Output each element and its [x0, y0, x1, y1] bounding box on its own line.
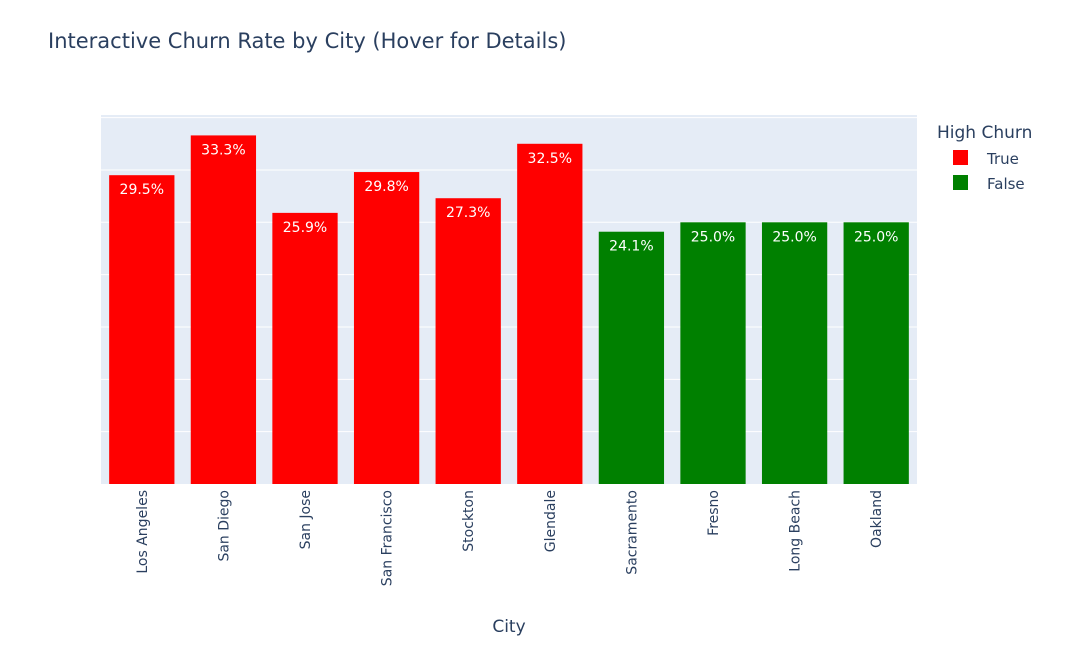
bar-value-label: 29.8% — [364, 179, 408, 195]
legend-item-true[interactable]: True — [953, 150, 1019, 168]
legend: High Churn True False — [937, 123, 1032, 193]
x-tick-label: Stockton — [461, 490, 477, 552]
bar-value-label: 25.0% — [691, 229, 735, 245]
x-tick-label: Los Angeles — [135, 490, 151, 574]
bar-san-francisco[interactable] — [353, 172, 420, 484]
bar-value-label: 27.3% — [446, 205, 490, 221]
bar-oakland[interactable] — [843, 222, 909, 485]
chart-title: Interactive Churn Rate by City (Hover fo… — [48, 29, 566, 53]
x-tick-label: Oakland — [869, 490, 885, 548]
bars-group: 29.5% 33.3% 25.9% 29.8% 27.3% 32.5% 24.1% 25.0%… — [109, 135, 909, 485]
bar-sacramento[interactable] — [598, 231, 665, 484]
x-tick-label: San Francisco — [380, 490, 396, 586]
legend-swatch-false — [953, 175, 968, 190]
legend-swatch-true — [953, 150, 968, 165]
x-tick-label: San Jose — [298, 490, 314, 549]
x-tick-label: Sacramento — [624, 490, 640, 575]
bar-san-jose[interactable] — [272, 212, 338, 485]
x-tick-label: Fresno — [706, 490, 722, 536]
bar-value-label: 25.0% — [772, 229, 816, 245]
bar-value-label: 32.5% — [528, 151, 572, 167]
x-tick-label: San Diego — [216, 490, 232, 562]
bar-fresno[interactable] — [680, 222, 746, 485]
x-tick-label: Long Beach — [788, 490, 804, 572]
bar-value-label: 25.0% — [854, 229, 898, 245]
bar-glendale[interactable] — [517, 143, 583, 484]
x-tick-labels: Los Angeles San Diego San Jose San Francisc… — [135, 490, 885, 586]
bar-value-label: 24.1% — [609, 239, 653, 255]
bar-value-label: 33.3% — [201, 142, 245, 158]
bar-value-label: 25.9% — [283, 220, 327, 236]
legend-item-false[interactable]: False — [953, 175, 1025, 193]
legend-label-true: True — [986, 150, 1019, 168]
bar-san-diego[interactable] — [190, 135, 257, 484]
legend-title: High Churn — [937, 123, 1032, 143]
bar-value-label: 29.5% — [120, 182, 164, 198]
x-tick-label: Glendale — [543, 490, 559, 552]
legend-label-false: False — [987, 175, 1025, 193]
bar-stockton[interactable] — [435, 198, 501, 484]
bar-los-angeles[interactable] — [109, 175, 175, 485]
x-axis-title: City — [492, 617, 525, 637]
bar-long-beach[interactable] — [761, 222, 828, 485]
